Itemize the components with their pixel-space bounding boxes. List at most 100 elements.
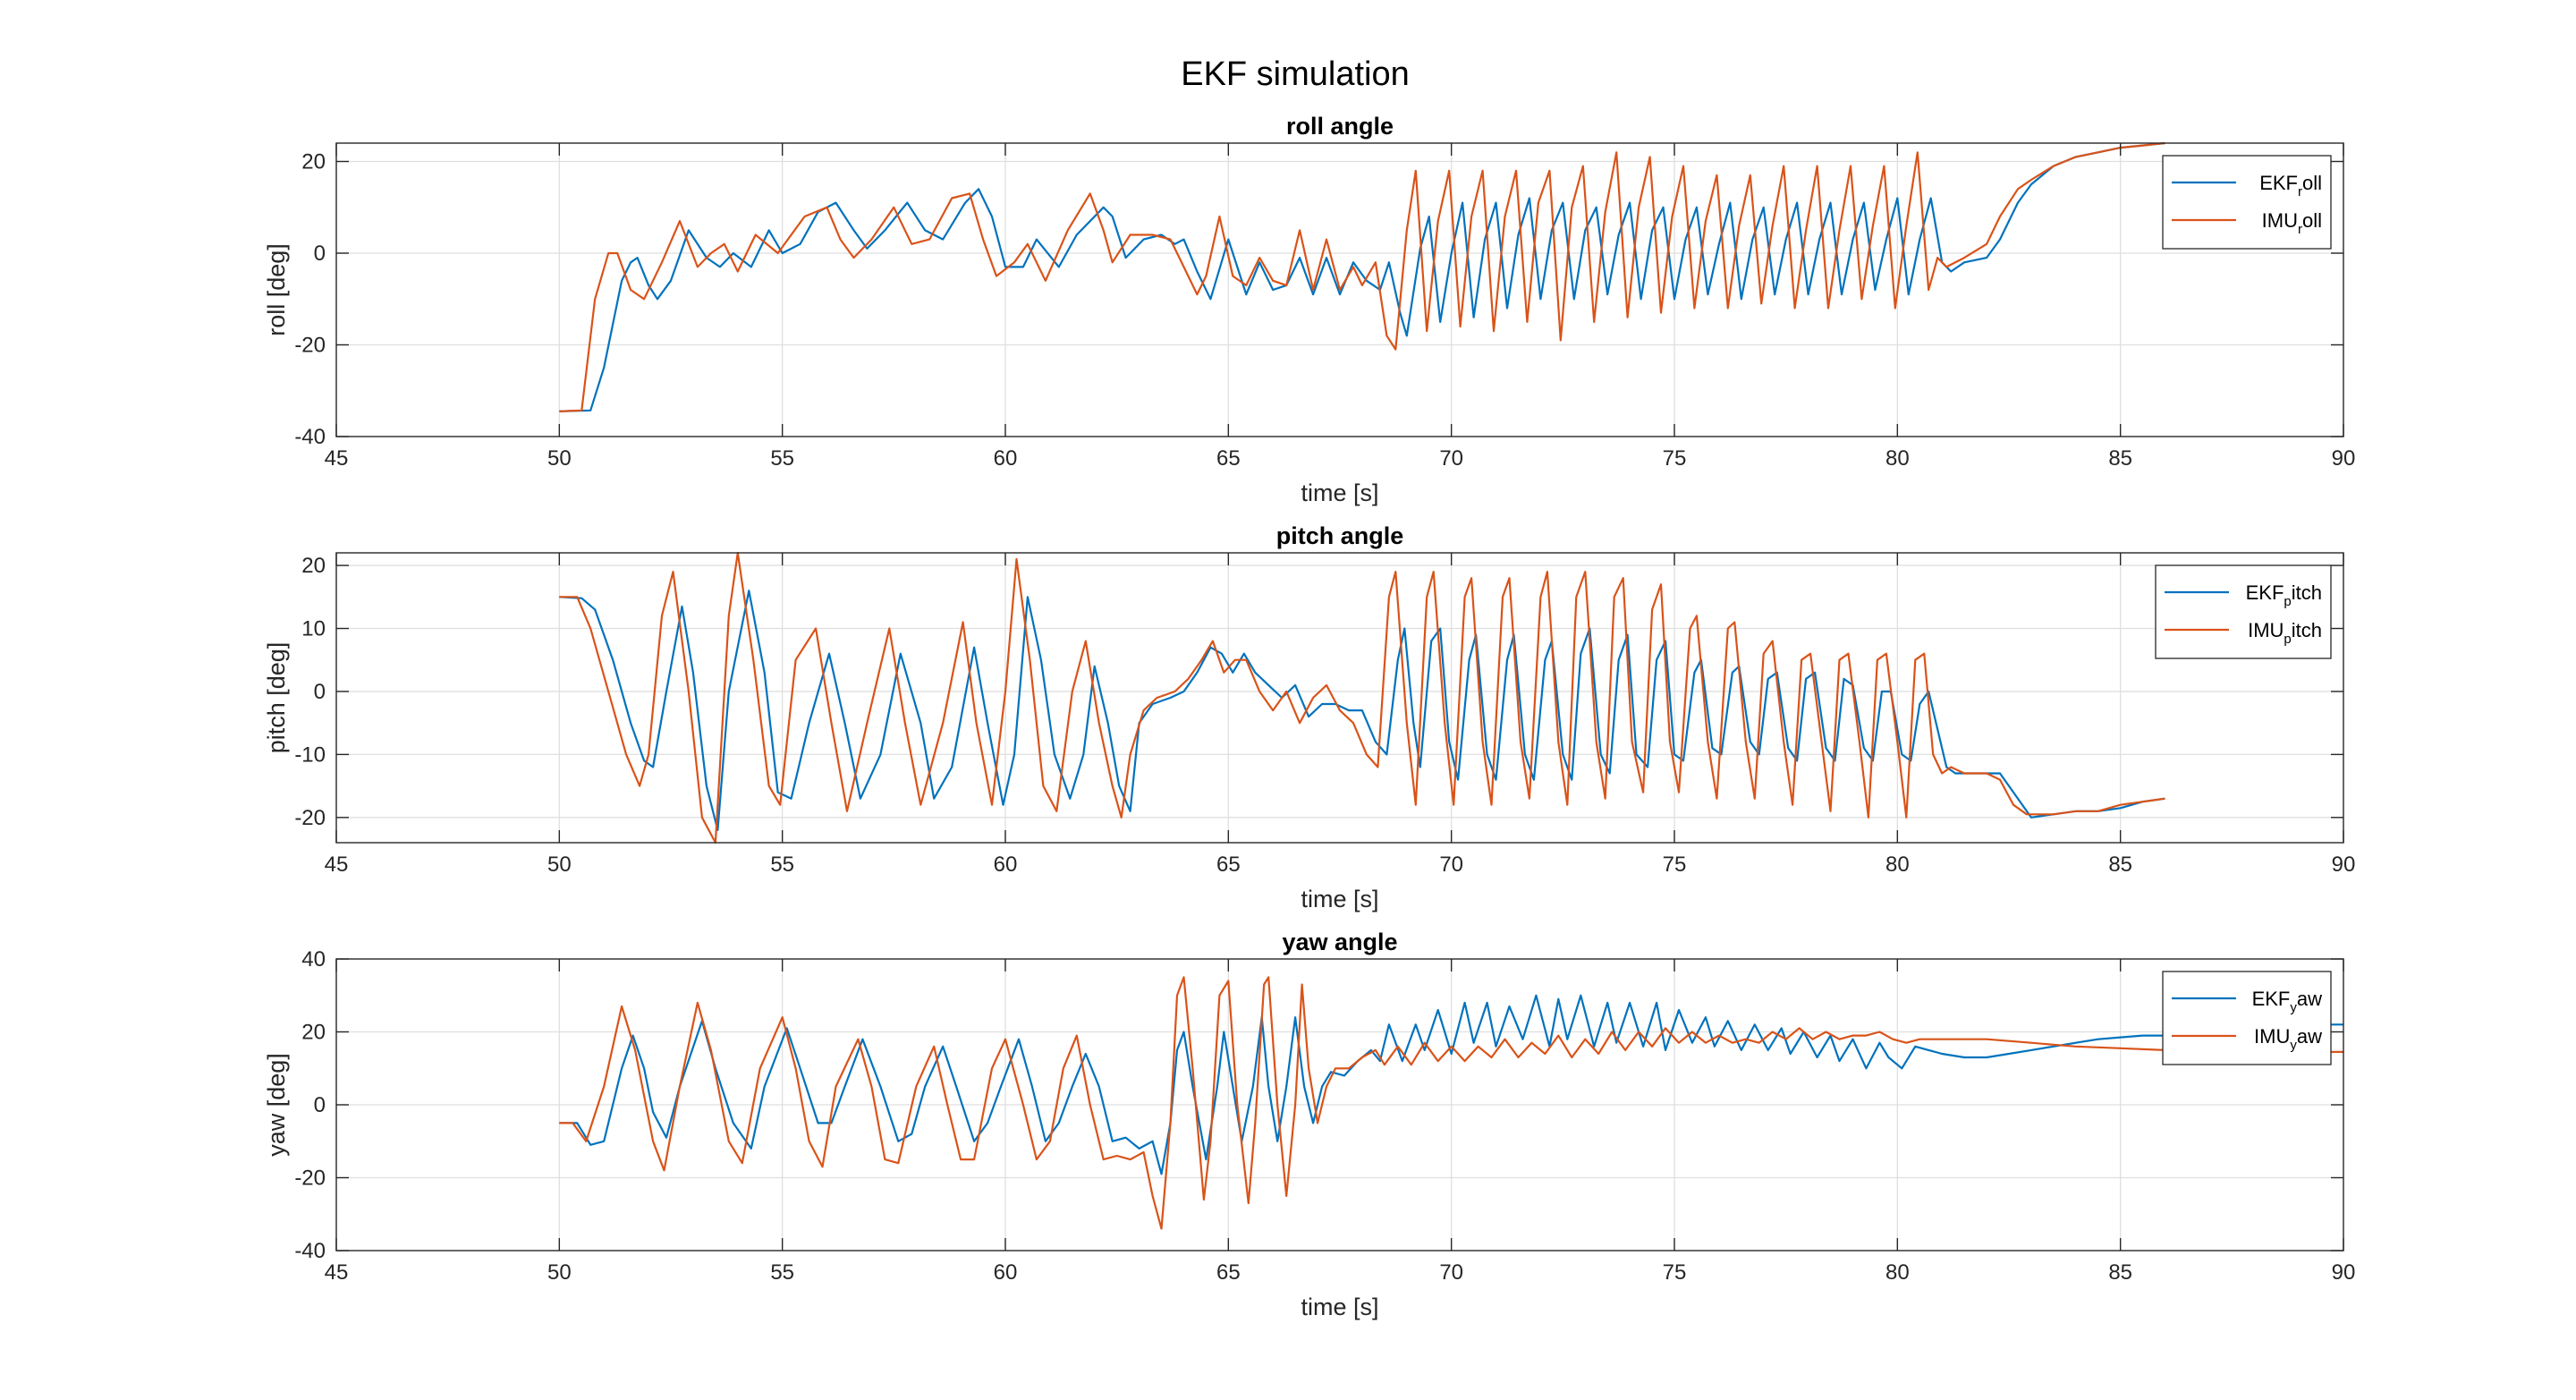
figure-title: EKF simulation xyxy=(1181,55,1410,93)
y-axis-label: pitch [deg] xyxy=(263,642,290,754)
legend-label-subscript: p xyxy=(2284,632,2291,647)
ticks: 45 50 55 60 65 70 75 80 85 90 -40 -20 0 20 40 xyxy=(294,947,2355,1285)
x-tick-label: 45 xyxy=(325,853,349,877)
y-tick-label: -40 xyxy=(294,1239,326,1263)
y-tick-label: 40 xyxy=(301,947,326,972)
y-tick-label: -20 xyxy=(294,334,326,358)
y-tick-label: -20 xyxy=(294,1167,326,1191)
legend-label-main: EKF xyxy=(2252,988,2291,1010)
axes-box xyxy=(335,552,2344,844)
grid xyxy=(336,959,2343,1251)
x-tick-label: 70 xyxy=(1439,446,1463,471)
x-tick-label: 65 xyxy=(1216,1260,1241,1285)
x-tick-label: 45 xyxy=(325,1260,349,1285)
series-line-ekf-pitch xyxy=(559,590,2165,831)
legend-label-main: IMU xyxy=(2262,209,2298,232)
y-tick-label: 20 xyxy=(301,150,326,174)
x-tick-label: 60 xyxy=(994,446,1018,471)
x-tick-label: 85 xyxy=(2108,853,2132,877)
x-tick-label: 50 xyxy=(547,853,572,877)
x-tick-label: 70 xyxy=(1439,1260,1463,1285)
x-tick-label: 90 xyxy=(2332,446,2356,471)
legend-label-rest: aw xyxy=(2297,1025,2322,1048)
legend-label-rest: itch xyxy=(2292,581,2322,604)
y-tick-label: 0 xyxy=(314,680,326,704)
legend-label-subscript: y xyxy=(2290,1038,2297,1053)
legend-label-subscript: r xyxy=(2298,184,2302,199)
x-tick-label: 85 xyxy=(2108,1260,2132,1285)
legend-label-ekf-roll: EKFroll xyxy=(2259,172,2322,199)
series-line-imu-yaw xyxy=(559,976,2343,1230)
subplot-yaw: 45 50 55 60 65 70 75 80 85 90 -40 -20 0 20 40 yaw angle… xyxy=(263,929,2355,1320)
x-tick-label: 90 xyxy=(2332,1260,2356,1285)
x-tick-label: 55 xyxy=(770,1260,794,1285)
x-tick-label: 45 xyxy=(325,446,349,471)
y-tick-label: 20 xyxy=(301,554,326,578)
legend-label-main: EKF xyxy=(2259,172,2298,194)
x-tick-label: 55 xyxy=(770,853,794,877)
x-tick-label: 75 xyxy=(1663,853,1687,877)
x-tick-label: 75 xyxy=(1663,1260,1687,1285)
x-tick-label: 60 xyxy=(994,853,1018,877)
y-tick-label: -10 xyxy=(294,742,326,767)
y-tick-label: -20 xyxy=(294,806,326,830)
legend-label-main: IMU xyxy=(2248,619,2284,641)
subplot-pitch: 45 50 55 60 65 70 75 80 85 90 -20 -10 0 10 20 pitch ang… xyxy=(263,522,2355,912)
legend-label-rest: oll xyxy=(2302,209,2322,232)
ticks: 45 50 55 60 65 70 75 80 85 90 -40 -20 0 20 xyxy=(294,143,2355,471)
x-tick-label: 50 xyxy=(547,1260,572,1285)
x-tick-label: 50 xyxy=(547,446,572,471)
series-line-imu-pitch xyxy=(559,551,2165,844)
y-tick-label: 10 xyxy=(301,617,326,641)
legend-box xyxy=(2162,155,2332,250)
legend-label-rest: aw xyxy=(2297,988,2322,1010)
x-tick-label: 65 xyxy=(1216,853,1241,877)
x-tick-label: 80 xyxy=(1885,1260,1910,1285)
grid xyxy=(336,553,2343,843)
axes-container: 45 50 55 60 65 70 75 80 85 90 -40 -20 0 20 roll angle t… xyxy=(263,113,2355,1320)
subplot-title: yaw angle xyxy=(1282,929,1397,955)
subplot-roll: 45 50 55 60 65 70 75 80 85 90 -40 -20 0 20 roll angle t… xyxy=(263,113,2355,506)
y-axis-label: roll [deg] xyxy=(263,243,290,336)
legend-label-ekf-yaw: EKFyaw xyxy=(2252,988,2323,1015)
x-tick-label: 85 xyxy=(2108,446,2132,471)
x-axis-label: time [s] xyxy=(1301,1294,1378,1320)
plot-area xyxy=(336,553,2343,843)
ticks: 45 50 55 60 65 70 75 80 85 90 -20 -10 0 10 20 xyxy=(294,553,2355,877)
legend-box xyxy=(2155,564,2332,659)
x-tick-label: 65 xyxy=(1216,446,1241,471)
legend-label-main: EKF xyxy=(2246,581,2284,604)
legend-label-rest: itch xyxy=(2292,619,2322,641)
series-lines xyxy=(559,551,2165,844)
y-tick-label: 20 xyxy=(301,1021,326,1045)
x-tick-label: 75 xyxy=(1663,446,1687,471)
x-axis-label: time [s] xyxy=(1301,886,1378,912)
y-tick-label: 0 xyxy=(314,1093,326,1117)
y-axis-label: yaw [deg] xyxy=(263,1053,290,1157)
x-tick-label: 90 xyxy=(2332,853,2356,877)
x-tick-label: 80 xyxy=(1885,853,1910,877)
legend-label-imu-yaw: IMUyaw xyxy=(2254,1025,2322,1053)
series-line-imu-roll xyxy=(559,141,2165,412)
x-axis-label: time [s] xyxy=(1301,479,1378,506)
legend-label-main: IMU xyxy=(2254,1025,2290,1048)
series-lines xyxy=(559,141,2165,412)
y-tick-label: -40 xyxy=(294,425,326,449)
legend-label-subscript: y xyxy=(2290,1000,2297,1015)
x-tick-label: 70 xyxy=(1439,853,1463,877)
legend-label-ekf-pitch: EKFpitch xyxy=(2246,581,2322,609)
series-lines xyxy=(559,976,2343,1230)
legend-label-subscript: r xyxy=(2298,222,2302,237)
subplot-title: roll angle xyxy=(1286,113,1394,140)
legend-label-imu-roll: IMUroll xyxy=(2262,209,2322,237)
x-tick-label: 80 xyxy=(1885,446,1910,471)
series-line-ekf-roll xyxy=(559,141,2165,412)
legend-box xyxy=(2162,971,2332,1065)
axes-box xyxy=(335,142,2344,437)
legend-label-rest: oll xyxy=(2302,172,2322,194)
